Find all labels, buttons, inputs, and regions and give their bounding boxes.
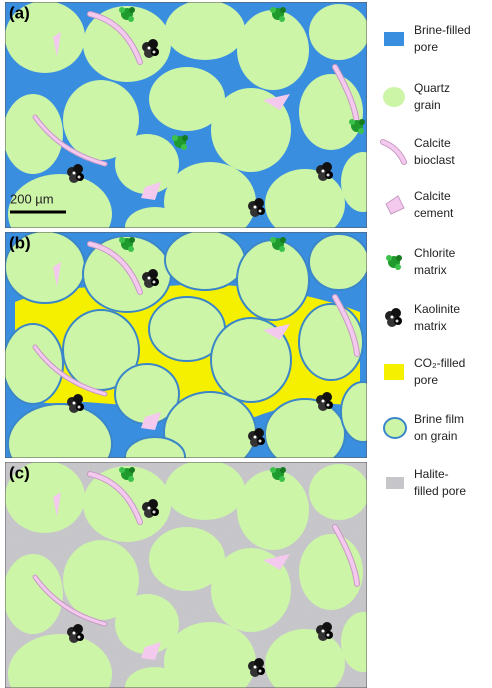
legend-label: Brine-filled [414, 23, 471, 37]
figure: (a) 200 µm (b) (c) Brine-f [0, 0, 492, 688]
legend-icon [385, 308, 402, 327]
legend-icon [386, 196, 404, 214]
legend-label: Chlorite [414, 246, 456, 260]
legend-label: pore [414, 40, 438, 54]
panel-label: (a) [9, 3, 30, 22]
panel-c [3, 460, 385, 688]
legend-labels: Brine-filled pore Quartz grain Calcite biocla… [414, 23, 471, 498]
legend-icon [386, 477, 404, 489]
legend-icon [386, 255, 402, 270]
panel-label: (c) [9, 463, 30, 482]
panel-b [3, 230, 385, 484]
legend-label: filled pore [414, 484, 466, 498]
legend-label: Brine film [414, 412, 464, 426]
legend-label: matrix [414, 263, 447, 277]
legend-icon [383, 142, 404, 162]
legend-label: Calcite [414, 136, 451, 150]
legend-icon [384, 364, 404, 380]
legend [383, 32, 406, 489]
legend-label: CO₂-filled [414, 356, 465, 370]
legend-label: grain [414, 98, 441, 112]
legend-label: Halite- [414, 467, 449, 481]
legend-label: pore [414, 373, 438, 387]
legend-label: bioclast [414, 153, 455, 167]
legend-label: on grain [414, 429, 457, 443]
scale-label: 200 µm [10, 191, 54, 206]
legend-label: Calcite [414, 189, 451, 203]
legend-label: matrix [414, 319, 447, 333]
legend-label: Quartz [414, 81, 450, 95]
legend-label: Kaolinite [414, 302, 460, 316]
legend-icon [384, 418, 406, 438]
panel-label: (b) [9, 233, 31, 252]
legend-label: cement [414, 206, 454, 220]
legend-icon [384, 32, 404, 46]
legend-icon [383, 87, 405, 107]
panel-a [3, 0, 385, 254]
